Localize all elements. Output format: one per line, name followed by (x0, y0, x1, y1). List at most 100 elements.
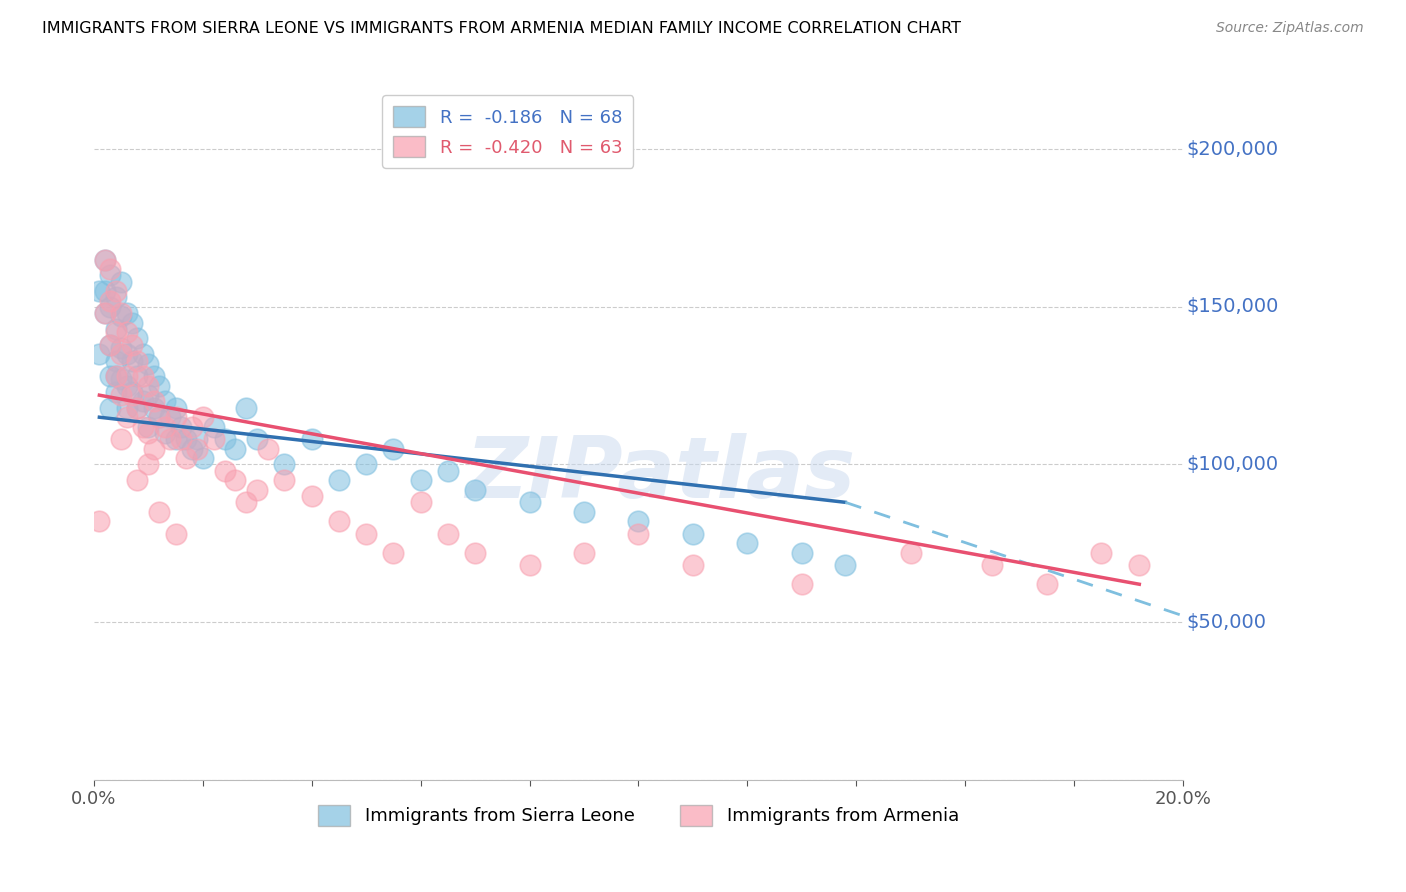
Point (89, 347, 111, 361)
Text: ZIPatlas: ZIPatlas (465, 434, 855, 516)
Point (1128, 558, 1150, 573)
Point (115, 347, 138, 361)
Point (328, 514, 350, 528)
Point (186, 442, 208, 456)
Point (94, 306, 117, 320)
Point (127, 331, 149, 345)
Point (110, 341, 132, 355)
Point (115, 410, 138, 425)
Point (572, 505, 595, 519)
Point (246, 483, 269, 497)
Point (148, 410, 170, 425)
Point (94, 252, 117, 267)
Point (682, 558, 704, 573)
Point (170, 432, 193, 446)
Point (437, 526, 460, 541)
Point (98, 337, 121, 351)
Point (181, 419, 204, 434)
Point (382, 546, 405, 560)
Point (981, 558, 1004, 573)
Point (98, 369, 121, 384)
Point (159, 410, 181, 425)
Point (94, 306, 117, 320)
Point (104, 369, 127, 384)
Point (202, 419, 225, 434)
Point (132, 347, 155, 361)
Point (165, 410, 187, 425)
Point (115, 306, 138, 320)
Point (354, 526, 377, 541)
Point (627, 514, 650, 528)
Point (98, 401, 121, 415)
Point (132, 419, 155, 434)
Point (165, 432, 187, 446)
Point (104, 291, 127, 305)
Point (148, 505, 170, 519)
Point (519, 558, 541, 573)
Point (148, 378, 170, 392)
Point (181, 442, 204, 456)
Point (138, 458, 160, 472)
Point (328, 473, 350, 487)
Point (138, 419, 160, 434)
Point (191, 410, 214, 425)
Point (104, 353, 127, 368)
Point (121, 388, 143, 402)
Point (464, 546, 486, 560)
Point (273, 458, 295, 472)
Point (127, 353, 149, 368)
Point (89, 284, 111, 298)
Point (121, 353, 143, 368)
Point (127, 401, 149, 415)
Text: $150,000: $150,000 (1187, 297, 1278, 317)
Point (1035, 577, 1057, 591)
Point (176, 451, 198, 466)
Point (138, 378, 160, 392)
Point (142, 442, 165, 456)
Point (1090, 546, 1112, 560)
Point (214, 464, 236, 478)
Point (214, 432, 236, 446)
Point (153, 394, 176, 409)
Point (235, 495, 257, 509)
Text: Source: ZipAtlas.com: Source: ZipAtlas.com (1216, 21, 1364, 35)
Point (110, 275, 132, 289)
Point (464, 483, 486, 497)
Point (834, 558, 856, 573)
Point (127, 369, 149, 384)
Point (224, 442, 246, 456)
Point (138, 388, 160, 402)
Point (127, 401, 149, 415)
Point (409, 473, 432, 487)
Text: $50,000: $50,000 (1187, 613, 1267, 632)
Point (301, 432, 323, 446)
Point (246, 432, 269, 446)
Point (627, 526, 650, 541)
Point (132, 394, 155, 409)
Point (437, 464, 460, 478)
Point (89, 514, 111, 528)
Point (790, 577, 813, 591)
Point (159, 432, 181, 446)
Point (110, 432, 132, 446)
Text: $200,000: $200,000 (1187, 140, 1278, 159)
Point (115, 401, 138, 415)
Point (94, 284, 117, 298)
Point (153, 425, 176, 440)
Point (142, 401, 165, 415)
Point (186, 432, 208, 446)
Point (682, 526, 704, 541)
Point (382, 442, 405, 456)
Point (273, 473, 295, 487)
Point (98, 268, 121, 283)
Point (142, 369, 165, 384)
Point (191, 451, 214, 466)
Point (104, 284, 127, 298)
Point (301, 489, 323, 503)
Point (110, 347, 132, 361)
Legend: Immigrants from Sierra Leone, Immigrants from Armenia: Immigrants from Sierra Leone, Immigrants… (311, 797, 966, 833)
Point (127, 473, 149, 487)
Point (104, 369, 127, 384)
Point (153, 419, 176, 434)
Point (202, 432, 225, 446)
